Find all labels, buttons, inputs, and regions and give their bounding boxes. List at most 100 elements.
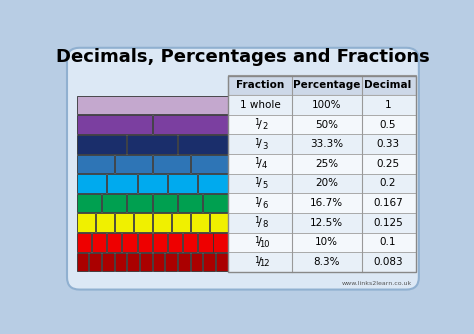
Bar [198, 174, 228, 193]
Bar [77, 194, 101, 212]
Bar [178, 135, 228, 154]
Bar [92, 233, 106, 252]
Bar [228, 115, 416, 134]
Text: 50%: 50% [315, 120, 338, 130]
Bar [228, 252, 416, 272]
Bar [153, 115, 228, 134]
Bar [102, 194, 127, 212]
Text: 4: 4 [262, 161, 267, 170]
Bar [77, 233, 91, 252]
Text: /: / [258, 257, 262, 267]
FancyBboxPatch shape [67, 48, 419, 290]
Text: 20%: 20% [315, 178, 338, 188]
Text: 0.167: 0.167 [373, 198, 403, 208]
Bar [137, 174, 167, 193]
Bar [153, 233, 167, 252]
Text: 2: 2 [262, 122, 267, 131]
Text: 0.125: 0.125 [373, 218, 403, 228]
Bar [153, 253, 164, 272]
Text: 1: 1 [254, 236, 259, 245]
Bar [168, 174, 197, 193]
Bar [107, 174, 137, 193]
Text: 0.083: 0.083 [373, 257, 402, 267]
Text: 10: 10 [259, 240, 270, 249]
Text: /: / [258, 120, 262, 130]
Bar [228, 154, 416, 174]
Text: /: / [258, 159, 262, 169]
Bar [153, 213, 171, 232]
Text: 1: 1 [254, 118, 259, 127]
Bar [228, 75, 416, 272]
Bar [77, 115, 152, 134]
Text: 0.33: 0.33 [376, 139, 400, 149]
Bar [134, 213, 152, 232]
Text: /: / [258, 139, 262, 149]
Text: 1: 1 [254, 197, 259, 206]
Text: 12.5%: 12.5% [310, 218, 343, 228]
Bar [178, 253, 190, 272]
Bar [102, 253, 114, 272]
Bar [203, 253, 215, 272]
Text: 0.5: 0.5 [380, 120, 396, 130]
Bar [172, 213, 190, 232]
Bar [210, 213, 228, 232]
Text: 1: 1 [254, 157, 259, 166]
Bar [228, 134, 416, 154]
Text: Decimal: Decimal [364, 80, 411, 90]
Text: 1 whole: 1 whole [239, 100, 280, 110]
Text: 8.3%: 8.3% [313, 257, 340, 267]
Bar [153, 155, 190, 173]
Bar [228, 95, 416, 115]
Bar [128, 253, 139, 272]
Bar [115, 253, 127, 272]
Bar [77, 213, 95, 232]
Text: /: / [258, 178, 262, 188]
Bar [77, 135, 127, 154]
Text: 12: 12 [259, 260, 270, 269]
Bar [77, 174, 106, 193]
Bar [198, 233, 212, 252]
Bar [216, 253, 228, 272]
Bar [77, 155, 114, 173]
Bar [228, 193, 416, 213]
Bar [213, 233, 228, 252]
Bar [77, 253, 89, 272]
Bar [90, 253, 101, 272]
Text: Percentage: Percentage [293, 80, 360, 90]
Bar [191, 213, 209, 232]
Text: 5: 5 [262, 181, 267, 190]
Text: 100%: 100% [312, 100, 341, 110]
Text: 25%: 25% [315, 159, 338, 169]
Text: 6: 6 [262, 200, 267, 209]
Text: Decimals, Percentages and Fractions: Decimals, Percentages and Fractions [56, 48, 430, 66]
Text: www.links2learn.co.uk: www.links2learn.co.uk [342, 281, 412, 286]
Bar [153, 194, 177, 212]
Bar [115, 213, 133, 232]
Bar [191, 155, 228, 173]
Text: 3: 3 [262, 142, 267, 151]
Bar [203, 194, 228, 212]
Text: 1: 1 [254, 177, 259, 186]
Text: /: / [258, 198, 262, 208]
Text: 1: 1 [254, 216, 259, 225]
Text: 1: 1 [254, 138, 259, 147]
Text: 16.7%: 16.7% [310, 198, 343, 208]
Bar [77, 96, 228, 114]
Text: /: / [258, 218, 262, 228]
Bar [165, 253, 177, 272]
Bar [228, 232, 416, 252]
Text: 0.2: 0.2 [380, 178, 396, 188]
Bar [228, 75, 416, 95]
Text: 0.25: 0.25 [376, 159, 400, 169]
Bar [140, 253, 152, 272]
Bar [178, 194, 202, 212]
Bar [168, 233, 182, 252]
Bar [115, 155, 152, 173]
Bar [128, 194, 152, 212]
Bar [107, 233, 121, 252]
Bar [96, 213, 114, 232]
Text: 33.3%: 33.3% [310, 139, 343, 149]
Text: 1: 1 [254, 256, 259, 265]
Bar [122, 233, 137, 252]
Bar [228, 213, 416, 232]
